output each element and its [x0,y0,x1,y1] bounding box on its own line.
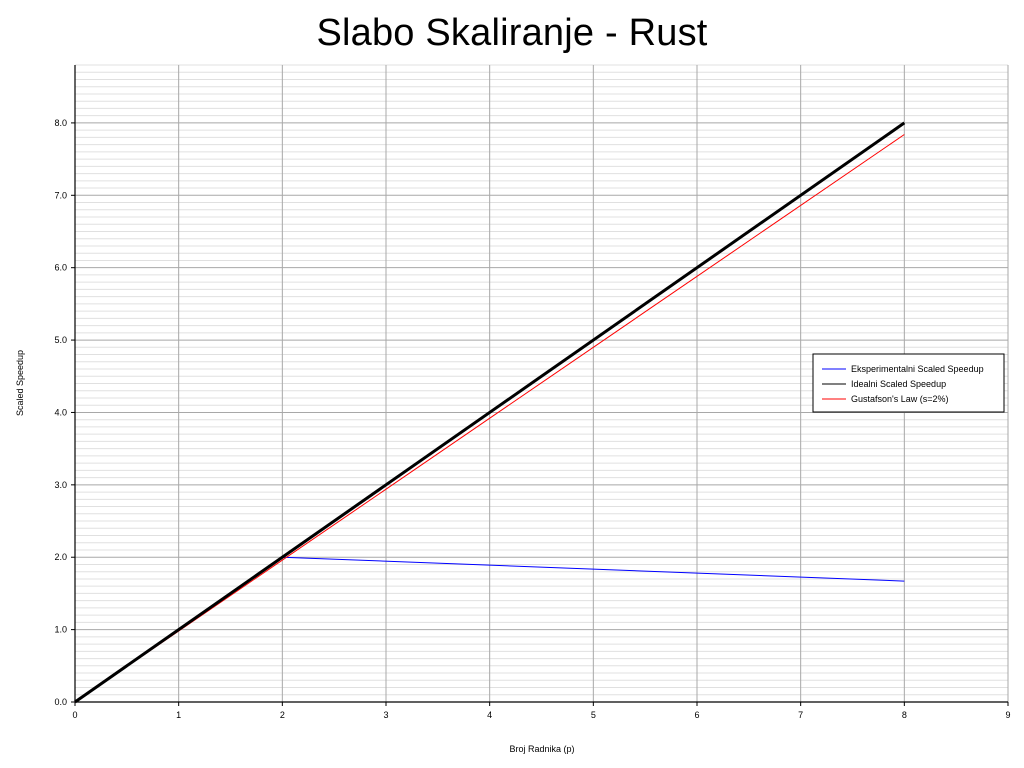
series-lines [74,121,906,704]
legend-label: Gustafson's Law (s=2%) [851,394,949,404]
y-tick-label: 6.0 [54,263,67,273]
y-tick-label: 0.0 [54,697,67,707]
x-tick-label: 4 [487,710,492,720]
y-tick-label: 7.0 [54,190,67,200]
legend: Eksperimentalni Scaled Speedup Idealni Sc… [812,353,1005,413]
x-tick-label: 8 [902,710,907,720]
x-tick-label: 6 [694,710,699,720]
x-tick-label: 0 [72,710,77,720]
x-tick-label: 9 [1005,710,1010,720]
x-tick-label: 3 [383,710,388,720]
x-axis-ticks: 0 1 2 3 4 5 6 7 8 9 [72,702,1011,720]
y-axis-label: Scaled Speedup [15,350,25,416]
series-line-2 [74,134,905,703]
y-tick-label: 5.0 [54,335,67,345]
legend-label: Eksperimentalni Scaled Speedup [851,364,984,374]
x-tick-label: 5 [591,710,596,720]
legend-box [812,353,1005,413]
x-tick-label: 2 [280,710,285,720]
x-axis-label: Broj Radnika (p) [509,744,574,754]
y-tick-label: 3.0 [54,480,67,490]
y-tick-label: 1.0 [54,625,67,635]
chart-title: Slabo Skaliranje - Rust [316,12,708,54]
y-tick-label: 2.0 [54,552,67,562]
legend-label: Idealni Scaled Speedup [851,379,946,389]
y-axis-ticks: 0.0 1.0 2.0 3.0 4.0 5.0 6.0 7.0 8.0 [54,118,75,707]
x-tick-label: 1 [176,710,181,720]
x-tick-label: 7 [798,710,803,720]
y-tick-label: 8.0 [54,118,67,128]
axes [74,65,1008,703]
series-line-1 [74,121,906,704]
y-tick-label: 4.0 [54,407,67,417]
grid [75,64,1009,702]
